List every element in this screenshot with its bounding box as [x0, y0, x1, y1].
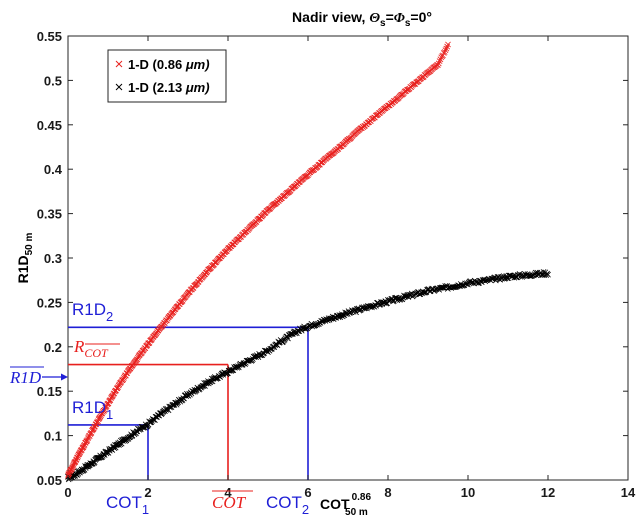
data-point — [191, 386, 198, 393]
annotation-r1d1: R1D1 — [72, 398, 113, 422]
x-tick-label: 12 — [541, 485, 555, 500]
y-tick-label: 0.2 — [44, 340, 62, 355]
data-point — [442, 47, 449, 54]
svg-text:RCOT: RCOT — [73, 337, 109, 360]
data-point — [170, 309, 177, 316]
data-point — [68, 466, 75, 473]
y-tick-label: 0.35 — [37, 207, 62, 222]
x-axis-title: COT 0.86 50 m — [320, 492, 371, 518]
legend-label-213: 1-D (2.13 μm) — [128, 80, 210, 95]
chart-title: Nadir view, Θs=Φs=0° — [292, 9, 432, 29]
annotation-cot2: COT2 — [266, 493, 309, 517]
legend-box — [107, 49, 227, 103]
x-tick-label: 14 — [621, 485, 636, 500]
data-point — [257, 352, 263, 359]
y-tick-label: 0.4 — [44, 162, 63, 177]
x-tick-label: 4 — [224, 485, 232, 500]
data-point — [464, 281, 471, 288]
annotation-cot-mean: COT — [212, 490, 253, 512]
data-point — [84, 437, 91, 443]
series-1 — [65, 269, 551, 483]
data-point — [371, 303, 378, 310]
y-tick-label: 0.3 — [44, 251, 62, 266]
data-point — [317, 159, 324, 166]
data-point — [105, 400, 112, 407]
y-tick-label: 0.45 — [37, 118, 62, 133]
y-tick-label: 0.25 — [37, 295, 62, 310]
legend-label-086: 1-D (0.86 μm) — [128, 57, 210, 72]
data-point — [439, 284, 446, 291]
data-point — [164, 317, 170, 324]
legend: 1-D (0.86 μm) 1-D (2.13 μm) — [107, 49, 227, 103]
svg-text:COT: COT — [212, 493, 247, 512]
legend-marker-red — [115, 60, 123, 68]
x-tick-label: 0 — [64, 485, 71, 500]
data-point — [134, 356, 141, 363]
data-point — [120, 376, 127, 383]
annotation-r1d-mean: R1D — [9, 366, 44, 387]
data-point — [436, 58, 443, 65]
x-tick-label: 8 — [384, 485, 391, 500]
y-axis-title: R1D50 m — [15, 232, 35, 283]
data-point — [124, 370, 131, 376]
data-point — [437, 56, 444, 63]
data-point — [443, 45, 450, 52]
y-tick-label: 0.5 — [44, 73, 62, 88]
x-tick-label: 10 — [461, 485, 475, 500]
data-point — [441, 49, 448, 55]
r1d-mean-arrowhead — [61, 373, 68, 381]
tick-layer: 0 2 4 6 8 10 12 14 0.05 0.1 0.15 0.2 0.25 0.3 0.35 0.4 0… — [37, 29, 636, 500]
svg-text:R1D: R1D — [9, 368, 42, 387]
data-point — [91, 459, 98, 465]
data-point — [545, 271, 551, 278]
data-point — [101, 407, 107, 414]
data-point — [107, 397, 114, 403]
data-point — [179, 297, 186, 304]
annotation-rcot: RCOT — [73, 337, 120, 360]
x-tick-label: 2 — [144, 485, 151, 500]
data-point — [287, 331, 294, 337]
data-point — [510, 272, 517, 279]
series-layer — [65, 41, 551, 483]
legend-marker-black — [115, 83, 123, 91]
y-tick-label: 0.1 — [44, 429, 62, 444]
data-point — [388, 296, 395, 302]
data-point — [421, 72, 428, 78]
plot-area — [67, 35, 629, 481]
y-tick-label: 0.55 — [37, 29, 62, 44]
data-point — [217, 374, 224, 380]
series-0 — [65, 41, 451, 479]
data-point — [88, 429, 95, 436]
data-point — [435, 62, 441, 68]
data-point — [73, 456, 80, 463]
y-tick-label: 0.15 — [37, 384, 62, 399]
data-point — [151, 417, 158, 423]
data-point — [74, 454, 81, 461]
data-point — [302, 325, 308, 332]
annotation-r1d2: R1D2 — [72, 300, 113, 324]
data-point — [75, 453, 81, 459]
data-point — [458, 282, 465, 289]
annotation-lines — [42, 326, 309, 480]
x-tick-label: 6 — [304, 485, 311, 500]
y-tick-label: 0.05 — [37, 473, 62, 488]
data-point — [445, 41, 451, 48]
annotation-cot1: COT1 — [106, 493, 149, 517]
data-point — [353, 309, 359, 316]
